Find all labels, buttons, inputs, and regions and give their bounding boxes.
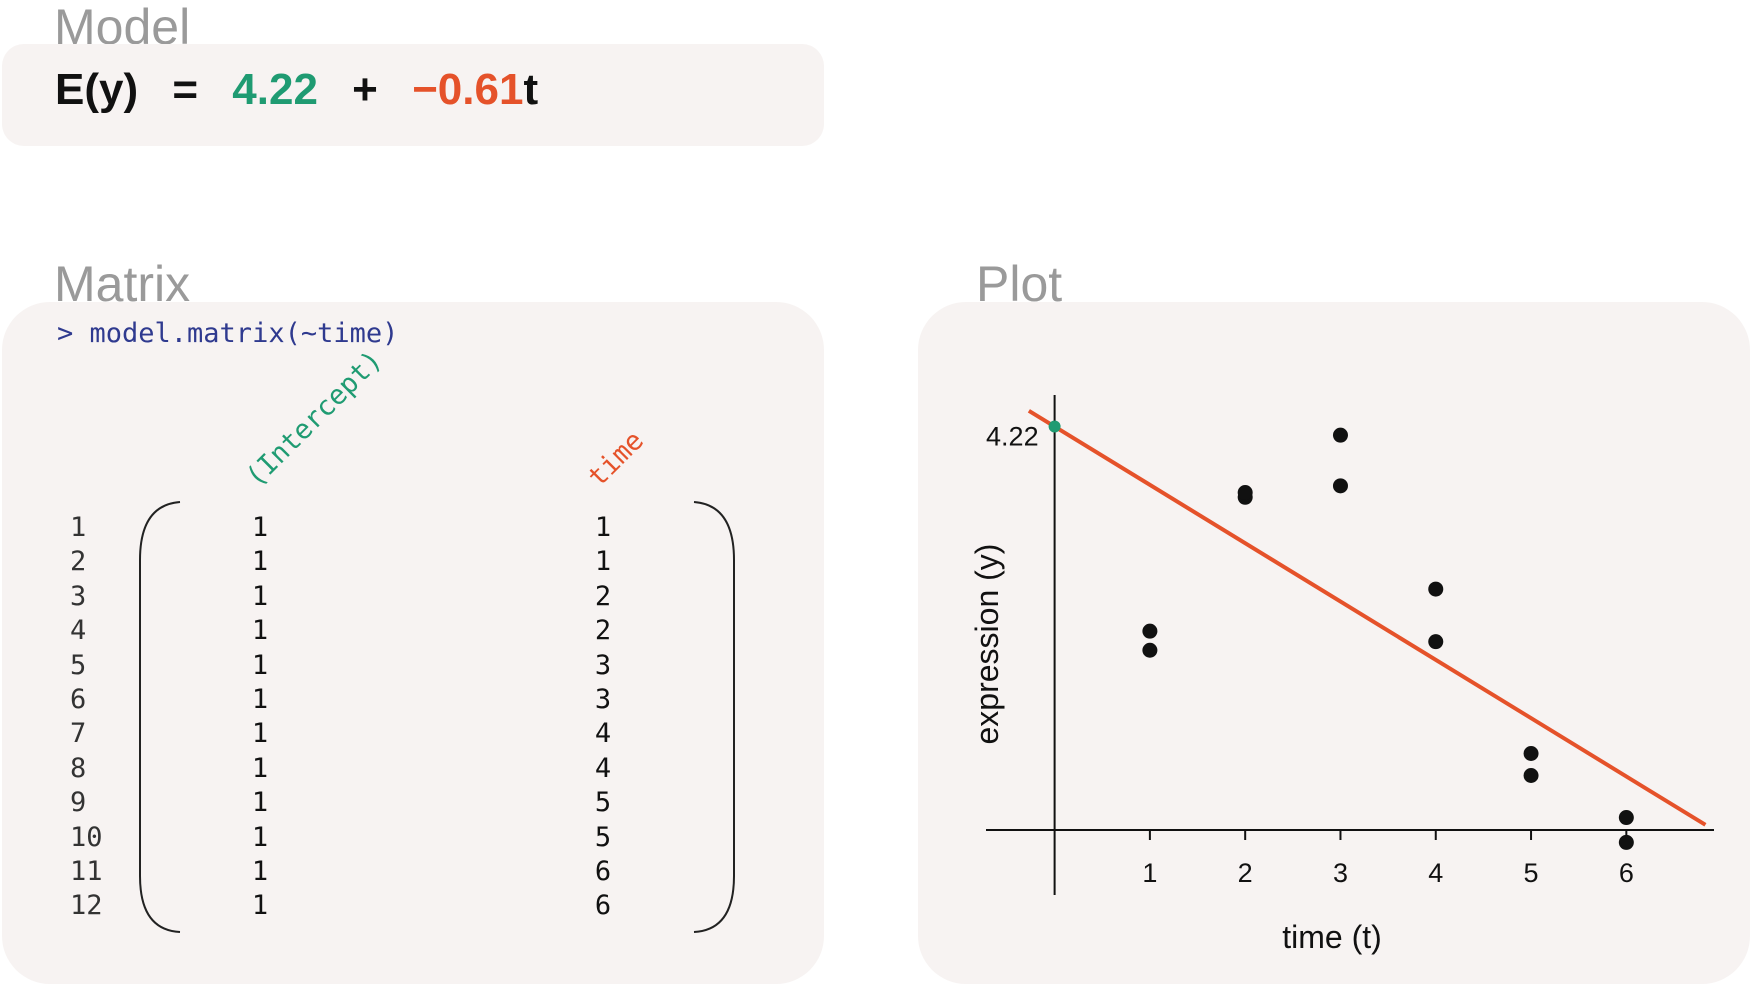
equation-equals: = [172, 65, 199, 114]
matrix-cell-time: 3 [594, 684, 612, 715]
matrix-cell-intercept: 1 [251, 649, 269, 681]
matrix-row-label: 3 [70, 580, 87, 612]
data-point [1523, 746, 1539, 762]
matrix-cell-time: 1 [594, 546, 612, 578]
matrix-row-label: 12 [70, 890, 103, 922]
matrix-cell-time: 4 [594, 718, 612, 750]
model-matrix-command: > model.matrix(~time) [57, 318, 399, 349]
plot-section-title: Plot [976, 256, 1063, 312]
matrix-cell-time: 1 [594, 512, 612, 543]
data-point [1618, 810, 1634, 826]
matrix-row-label: 6 [70, 684, 87, 715]
matrix-cell-intercept: 1 [251, 546, 269, 578]
matrix-cell-time: 6 [594, 856, 612, 887]
matrix-cell-time: 6 [594, 890, 612, 922]
intercept-label: 4.22 [986, 422, 1039, 452]
data-point [1428, 581, 1444, 597]
model-section-title: Model [54, 0, 191, 55]
matrix-cell-time: 3 [594, 649, 612, 681]
equation-plus: + [352, 65, 378, 114]
matrix-row-label: 1 [70, 512, 87, 543]
data-point [1332, 427, 1348, 443]
matrix-row-label: 8 [70, 752, 87, 784]
matrix-cell-intercept: 1 [251, 684, 269, 715]
matrix-cell-intercept: 1 [251, 512, 269, 543]
x-tick-label: 2 [1238, 858, 1253, 888]
matrix-row-label: 11 [70, 856, 103, 887]
matrix-cell-time: 5 [594, 821, 612, 853]
matrix-section-title: Matrix [54, 256, 191, 312]
data-point [1523, 767, 1539, 783]
equation-slope: −0.61 [412, 65, 524, 114]
data-point [1332, 478, 1348, 494]
x-axis-label: time (t) [1282, 919, 1382, 955]
matrix-cell-intercept: 1 [251, 580, 269, 612]
matrix-cell-intercept: 1 [251, 615, 269, 647]
intercept-point [1048, 420, 1061, 433]
x-tick-label: 5 [1524, 858, 1539, 888]
data-point [1618, 834, 1634, 850]
matrix-row-label: 7 [70, 718, 87, 750]
matrix-cell-intercept: 1 [251, 821, 269, 853]
matrix-cell-time: 5 [594, 787, 612, 819]
matrix-cell-intercept: 1 [251, 856, 269, 887]
matrix-row-label: 5 [70, 649, 87, 681]
matrix-cell-intercept: 1 [251, 890, 269, 922]
x-tick-label: 6 [1619, 858, 1634, 888]
equation-variable: t [523, 65, 539, 114]
regression-line [1027, 409, 1707, 827]
plot-panel [918, 302, 1750, 984]
matrix-row-label: 9 [70, 787, 87, 819]
data-point [1428, 634, 1444, 650]
matrix-cell-intercept: 1 [251, 752, 269, 784]
x-tick-label: 4 [1428, 858, 1443, 888]
equation-intercept: 4.22 [232, 65, 318, 114]
matrix-cell-time: 2 [594, 580, 612, 612]
equation-lhs: E(y) [55, 65, 139, 114]
y-axis-label: expression (y) [969, 544, 1005, 745]
data-point [1142, 642, 1158, 658]
data-point [1142, 623, 1158, 639]
matrix-cell-intercept: 1 [251, 718, 269, 750]
x-tick-label: 1 [1142, 858, 1157, 888]
model-equation: E(y) = 4.22 + −0.61t [55, 62, 538, 118]
matrix-row-label: 2 [70, 546, 87, 578]
matrix-row-label: 10 [70, 821, 103, 853]
matrix-row-label: 4 [70, 615, 87, 647]
x-tick-label: 3 [1333, 858, 1348, 888]
matrix-cell-intercept: 1 [251, 787, 269, 819]
data-point [1237, 485, 1253, 501]
model-panel [2, 44, 824, 146]
matrix-cell-time: 2 [594, 615, 612, 647]
matrix-cell-time: 4 [594, 752, 612, 784]
